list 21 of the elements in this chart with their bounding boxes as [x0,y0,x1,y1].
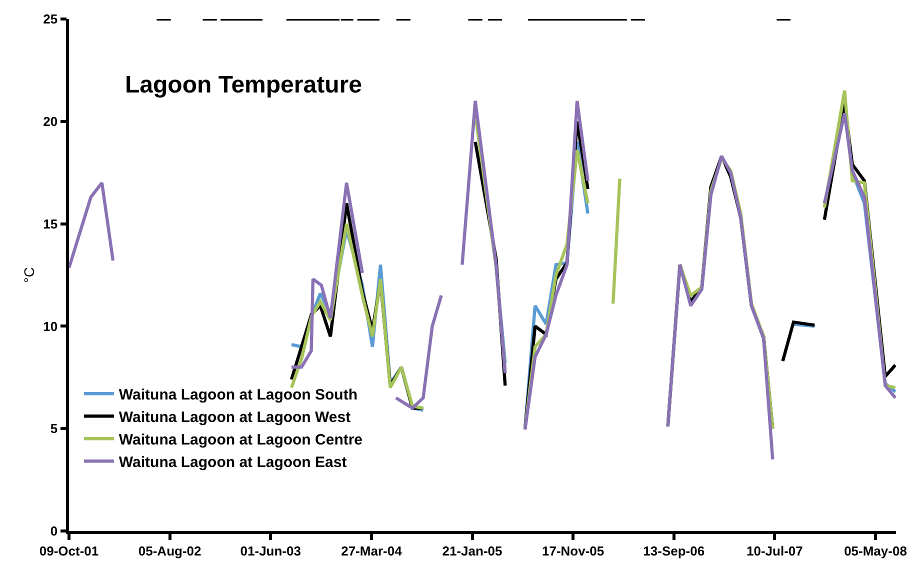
y-tick-label: 25 [43,12,58,27]
x-tick-label: 10-Jul-07 [746,543,803,558]
legend-label: Waituna Lagoon at Lagoon East [118,454,347,471]
legend-label: Waituna Lagoon at Lagoon South [118,386,358,404]
x-tick-label: 13-Sep-06 [643,543,705,558]
y-tick-label: 0 [50,524,58,539]
x-tick-label: 27-Mar-04 [341,543,403,558]
x-tick-label: 05-Aug-02 [138,543,202,558]
y-axis-title: °C [20,267,37,283]
x-tick-label: 09-Oct-01 [39,543,99,558]
legend-label: Waituna Lagoon at Lagoon Centre [118,432,363,448]
x-tick-label: 01-Jun-03 [240,543,301,558]
x-tick-label: 05-May-08 [844,543,907,558]
text: Lagoon Temperature [125,71,362,98]
y-tick-label: 5 [50,421,58,436]
x-tick-label: 17-Nov-05 [542,543,604,558]
x-tick-label: 21-Jan-05 [442,543,502,558]
y-tick-label: 10 [43,318,58,334]
legend-label: Waituna Lagoon at Lagoon West [118,409,351,426]
y-tick-label: 15 [43,216,58,232]
y-tick-label: 20 [43,114,58,129]
